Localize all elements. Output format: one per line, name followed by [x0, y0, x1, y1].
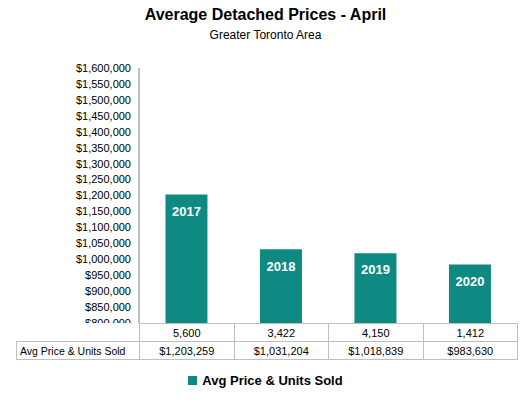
- svg-text:$1,400,000: $1,400,000: [76, 126, 131, 138]
- svg-text:$1,600,000: $1,600,000: [76, 62, 131, 74]
- svg-text:$900,000: $900,000: [85, 285, 131, 297]
- svg-text:$1,000,000: $1,000,000: [76, 253, 131, 265]
- svg-text:2019: 2019: [361, 262, 390, 277]
- html-text:3,422: 3,422: [267, 326, 295, 339]
- svg-text:$1,350,000: $1,350,000: [76, 142, 131, 154]
- html-text:Avg Price & Units Sold: Avg Price & Units Sold: [20, 344, 126, 357]
- svg-text:$1,100,000: $1,100,000: [76, 221, 131, 233]
- html-text:Average Detached Prices - Apri: Average Detached Prices - April: [144, 6, 387, 23]
- svg-text:$1,150,000: $1,150,000: [76, 205, 131, 217]
- svg-text:2017: 2017: [172, 204, 201, 219]
- svg-text:$1,200,000: $1,200,000: [76, 189, 131, 201]
- html-text:$1,031,204: $1,031,204: [253, 344, 309, 357]
- svg-text:$1,550,000: $1,550,000: [76, 78, 131, 90]
- html-text:$1,018,839: $1,018,839: [348, 344, 404, 357]
- html-text:Greater Toronto Area: Greater Toronto Area: [209, 28, 322, 42]
- svg-text:$1,050,000: $1,050,000: [76, 237, 131, 249]
- html-text:$1,203,259: $1,203,259: [159, 344, 215, 357]
- svg-text:2020: 2020: [455, 274, 484, 289]
- html-text:5,600: 5,600: [173, 326, 201, 339]
- svg-text:$1,250,000: $1,250,000: [76, 173, 131, 185]
- svg-text:$850,000: $850,000: [85, 301, 131, 313]
- svg-text:$800,000: $800,000: [85, 317, 131, 323]
- svg-text:2018: 2018: [266, 259, 295, 274]
- svg-text:$1,450,000: $1,450,000: [76, 110, 131, 122]
- html-text:$983,630: $983,630: [447, 344, 494, 357]
- svg-text:$1,500,000: $1,500,000: [76, 94, 131, 106]
- svg-text:$1,300,000: $1,300,000: [76, 158, 131, 170]
- html-text:Avg Price & Units Sold: Avg Price & Units Sold: [202, 373, 343, 388]
- html-text:1,412: 1,412: [456, 326, 484, 339]
- svg-text:$950,000: $950,000: [85, 269, 131, 281]
- html-text:4,150: 4,150: [362, 326, 390, 339]
